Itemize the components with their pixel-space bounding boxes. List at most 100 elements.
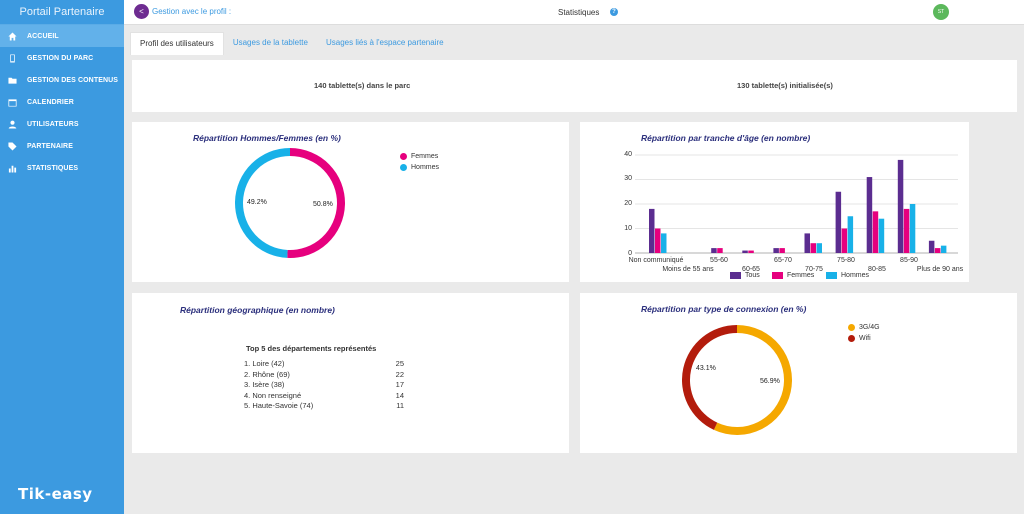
sidebar-item-label: STATISTIQUES <box>27 164 79 172</box>
sidebar-item-label: PARTENAIRE <box>27 142 73 150</box>
department-name: 3. Isère (38) <box>244 380 285 389</box>
x-tick-label: 60-65 <box>742 266 760 273</box>
tab-usages-tablette[interactable]: Usages de la tablette <box>232 38 308 47</box>
list-item: 4. Non renseigné 14 <box>244 391 404 402</box>
x-tick-label: 65-70 <box>774 257 792 264</box>
y-tick-label: 10 <box>624 225 632 232</box>
sidebar-item-calendrier[interactable]: CALENDRIER <box>0 91 124 113</box>
age-bar-chart: 0 10 20 30 40 Non communiqué 55-60 65-70… <box>624 151 963 273</box>
legend-label: Tous <box>745 272 760 279</box>
age-panel: Répartition par tranche d'âge (en nombre… <box>580 122 969 282</box>
bar-hommes-8 <box>909 204 916 253</box>
folder-icon <box>7 75 18 85</box>
donut-label-femmes: 50.8% <box>313 201 333 208</box>
profile-link[interactable]: Gestion avec le profil : <box>152 7 232 16</box>
connection-panel: Répartition par type de connexion (en %)… <box>580 293 1017 453</box>
department-count: 25 <box>395 359 404 368</box>
sidebar-brand: Portail Partenaire <box>0 0 124 25</box>
bar-hommes-0 <box>661 233 667 253</box>
legend-swatch-tous <box>730 272 741 279</box>
sidebar-item-statistiques[interactable]: STATISTIQUES <box>0 157 124 179</box>
age-chart-title: Répartition par tranche d'âge (en nombre… <box>641 133 811 143</box>
bar-tous-4 <box>773 248 779 253</box>
bar-hommes-6 <box>847 216 854 253</box>
sidebar-item-label: ACCUEIL <box>27 32 59 40</box>
tikeasy-logo: Tik-easy <box>18 485 93 503</box>
geo-chart-title: Répartition géographique (en nombre) <box>180 305 335 315</box>
x-tick-label: 55-60 <box>710 257 728 264</box>
bar-tous-3 <box>742 250 748 253</box>
y-tick-label: 0 <box>628 250 632 257</box>
department-name: 1. Loire (42) <box>244 359 285 368</box>
legend-label: Femmes <box>787 272 815 279</box>
sidebar-item-partenaire[interactable]: PARTENAIRE <box>0 135 124 157</box>
legend-swatch-hommes <box>826 272 837 279</box>
bar-tous-0 <box>649 208 655 253</box>
legend-hommes-age: Hommes <box>826 272 869 279</box>
donut-slice-wifi <box>682 325 737 430</box>
donut-slice-femmes <box>287 148 345 258</box>
sidebar-item-gestion-contenus[interactable]: GESTION DES CONTENUS <box>0 69 124 91</box>
gender-panel: Répartition Hommes/Femmes (en %) 50.8% 4… <box>132 122 569 282</box>
donut-slice-3g4g <box>713 325 792 435</box>
donut-slice-hommes <box>235 148 290 258</box>
bar-chart-icon <box>7 163 18 173</box>
sidebar-item-gestion-parc[interactable]: GESTION DU PARC <box>0 47 124 69</box>
legend-hommes: Hommes <box>400 164 439 171</box>
sidebar-item-label: GESTION DES CONTENUS <box>27 76 119 84</box>
tag-icon <box>7 141 18 151</box>
bar-femmes-7 <box>872 211 879 253</box>
topbar: < Gestion avec le profil : Statistiques … <box>124 0 1024 25</box>
x-tick-label: Non communiqué <box>629 257 684 264</box>
geo-list-title: Top 5 des départements représentés <box>246 344 377 353</box>
sidebar-item-utilisateurs[interactable]: UTILISATEURS <box>0 113 124 135</box>
x-tick-label: Moins de 55 ans <box>662 266 714 273</box>
bar-femmes-6 <box>841 228 848 253</box>
geo-panel: Répartition géographique (en nombre) Top… <box>132 293 569 453</box>
legend-label: 3G/4G <box>859 324 880 331</box>
tablets-in-park: 140 tablette(s) dans le parc <box>314 81 411 90</box>
legend-dot-wifi <box>848 335 855 342</box>
department-count: 22 <box>395 369 404 379</box>
sidebar-item-label: UTILISATEURS <box>27 120 79 128</box>
list-item: 2. Rhône (69) 22 <box>244 370 404 381</box>
donut-label-hommes: 49.2% <box>247 199 267 206</box>
help-icon[interactable]: ? <box>610 8 618 16</box>
avatar[interactable]: ST <box>933 4 949 20</box>
x-tick-label: 70-75 <box>805 266 823 273</box>
tab-profil-utilisateurs[interactable]: Profil des utilisateurs <box>130 32 224 55</box>
legend-tous: Tous <box>730 272 760 279</box>
tablet-icon <box>7 53 18 63</box>
legend-dot-3g4g <box>848 324 855 331</box>
legend-wifi: Wifi <box>848 335 871 342</box>
bar-tous-2 <box>711 248 717 253</box>
legend-dot-hommes <box>400 164 407 171</box>
bar-femmes-2 <box>717 248 723 253</box>
legend-femmes-age: Femmes <box>772 272 814 279</box>
department-count: 14 <box>395 390 404 400</box>
geo-list: 1. Loire (42) 25 2. Rhône (69) 22 3. Isère… <box>244 359 404 412</box>
legend-label: Hommes <box>411 164 440 171</box>
legend-dot-femmes <box>400 153 407 160</box>
y-tick-label: 30 <box>624 175 632 182</box>
sidebar-item-accueil[interactable]: ACCUEIL <box>0 25 124 47</box>
x-tick-label: 80-85 <box>868 266 886 273</box>
tab-usages-espace-partenaire[interactable]: Usages liés à l'espace partenaire <box>325 38 444 47</box>
legend-femmes: Femmes <box>400 153 438 160</box>
calendar-icon <box>7 97 18 107</box>
donut-label-3g4g: 56.9% <box>760 378 780 385</box>
sidebar-item-label: CALENDRIER <box>27 98 74 106</box>
legend-label: Femmes <box>411 153 439 160</box>
bar-femmes-8 <box>903 208 910 253</box>
x-tick-label: 85-90 <box>900 257 918 264</box>
bar-tous-8 <box>897 159 904 253</box>
connection-donut: 56.9% 43.1% <box>682 325 792 435</box>
summary-panel: 140 tablette(s) dans le parc 130 tablett… <box>132 60 1017 112</box>
gender-chart-title: Répartition Hommes/Femmes (en %) <box>193 133 341 143</box>
y-tick-label: 20 <box>624 200 632 207</box>
page-title: Statistiques <box>558 8 600 17</box>
back-button[interactable]: < <box>134 4 149 19</box>
legend-3g4g: 3G/4G <box>848 324 880 331</box>
list-item: 3. Isère (38) 17 <box>244 380 404 391</box>
donut-label-wifi: 43.1% <box>696 365 716 372</box>
